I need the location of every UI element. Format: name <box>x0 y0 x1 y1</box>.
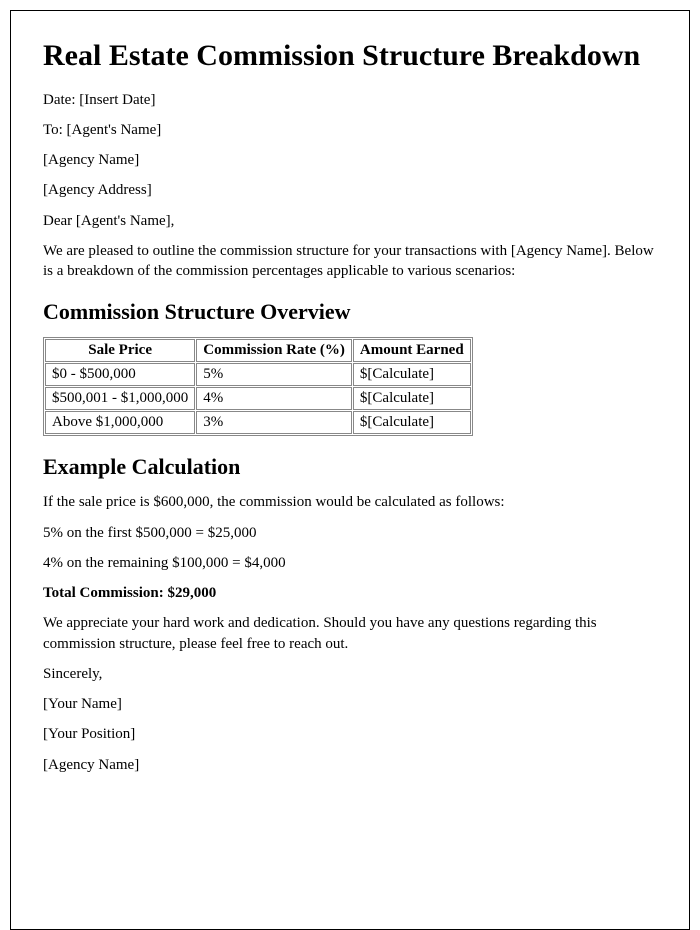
salutation: Dear [Agent's Name], <box>43 211 657 231</box>
example-intro: If the sale price is $600,000, the commi… <box>43 492 657 512</box>
table-row: Above $1,000,000 3% $[Calculate] <box>45 411 471 434</box>
cell-sale-price: $0 - $500,000 <box>45 363 195 386</box>
document-page: Real Estate Commission Structure Breakdo… <box>10 10 690 930</box>
intro-paragraph: We are pleased to outline the commission… <box>43 241 657 282</box>
cell-amount: $[Calculate] <box>353 411 471 434</box>
col-amount-earned: Amount Earned <box>353 339 471 362</box>
your-name: [Your Name] <box>43 694 657 714</box>
example-total: Total Commission: $29,000 <box>43 583 657 603</box>
commission-table: Sale Price Commission Rate (%) Amount Ea… <box>43 337 473 436</box>
col-sale-price: Sale Price <box>45 339 195 362</box>
section-heading-overview: Commission Structure Overview <box>43 299 657 325</box>
agency-name-line: [Agency Name] <box>43 150 657 170</box>
table-header-row: Sale Price Commission Rate (%) Amount Ea… <box>45 339 471 362</box>
table-row: $500,001 - $1,000,000 4% $[Calculate] <box>45 387 471 410</box>
signoff: Sincerely, <box>43 664 657 684</box>
closing-thanks: We appreciate your hard work and dedicat… <box>43 613 657 654</box>
example-line1: 5% on the first $500,000 = $25,000 <box>43 523 657 543</box>
page-title: Real Estate Commission Structure Breakdo… <box>43 39 657 74</box>
cell-rate: 5% <box>196 363 352 386</box>
to-line: To: [Agent's Name] <box>43 120 657 140</box>
cell-amount: $[Calculate] <box>353 363 471 386</box>
section-heading-example: Example Calculation <box>43 454 657 480</box>
agency-name-closing: [Agency Name] <box>43 755 657 775</box>
cell-rate: 3% <box>196 411 352 434</box>
agency-address-line: [Agency Address] <box>43 180 657 200</box>
cell-amount: $[Calculate] <box>353 387 471 410</box>
table-row: $0 - $500,000 5% $[Calculate] <box>45 363 471 386</box>
col-commission-rate: Commission Rate (%) <box>196 339 352 362</box>
cell-sale-price: $500,001 - $1,000,000 <box>45 387 195 410</box>
cell-sale-price: Above $1,000,000 <box>45 411 195 434</box>
example-line2: 4% on the remaining $100,000 = $4,000 <box>43 553 657 573</box>
your-position: [Your Position] <box>43 724 657 744</box>
date-line: Date: [Insert Date] <box>43 90 657 110</box>
cell-rate: 4% <box>196 387 352 410</box>
